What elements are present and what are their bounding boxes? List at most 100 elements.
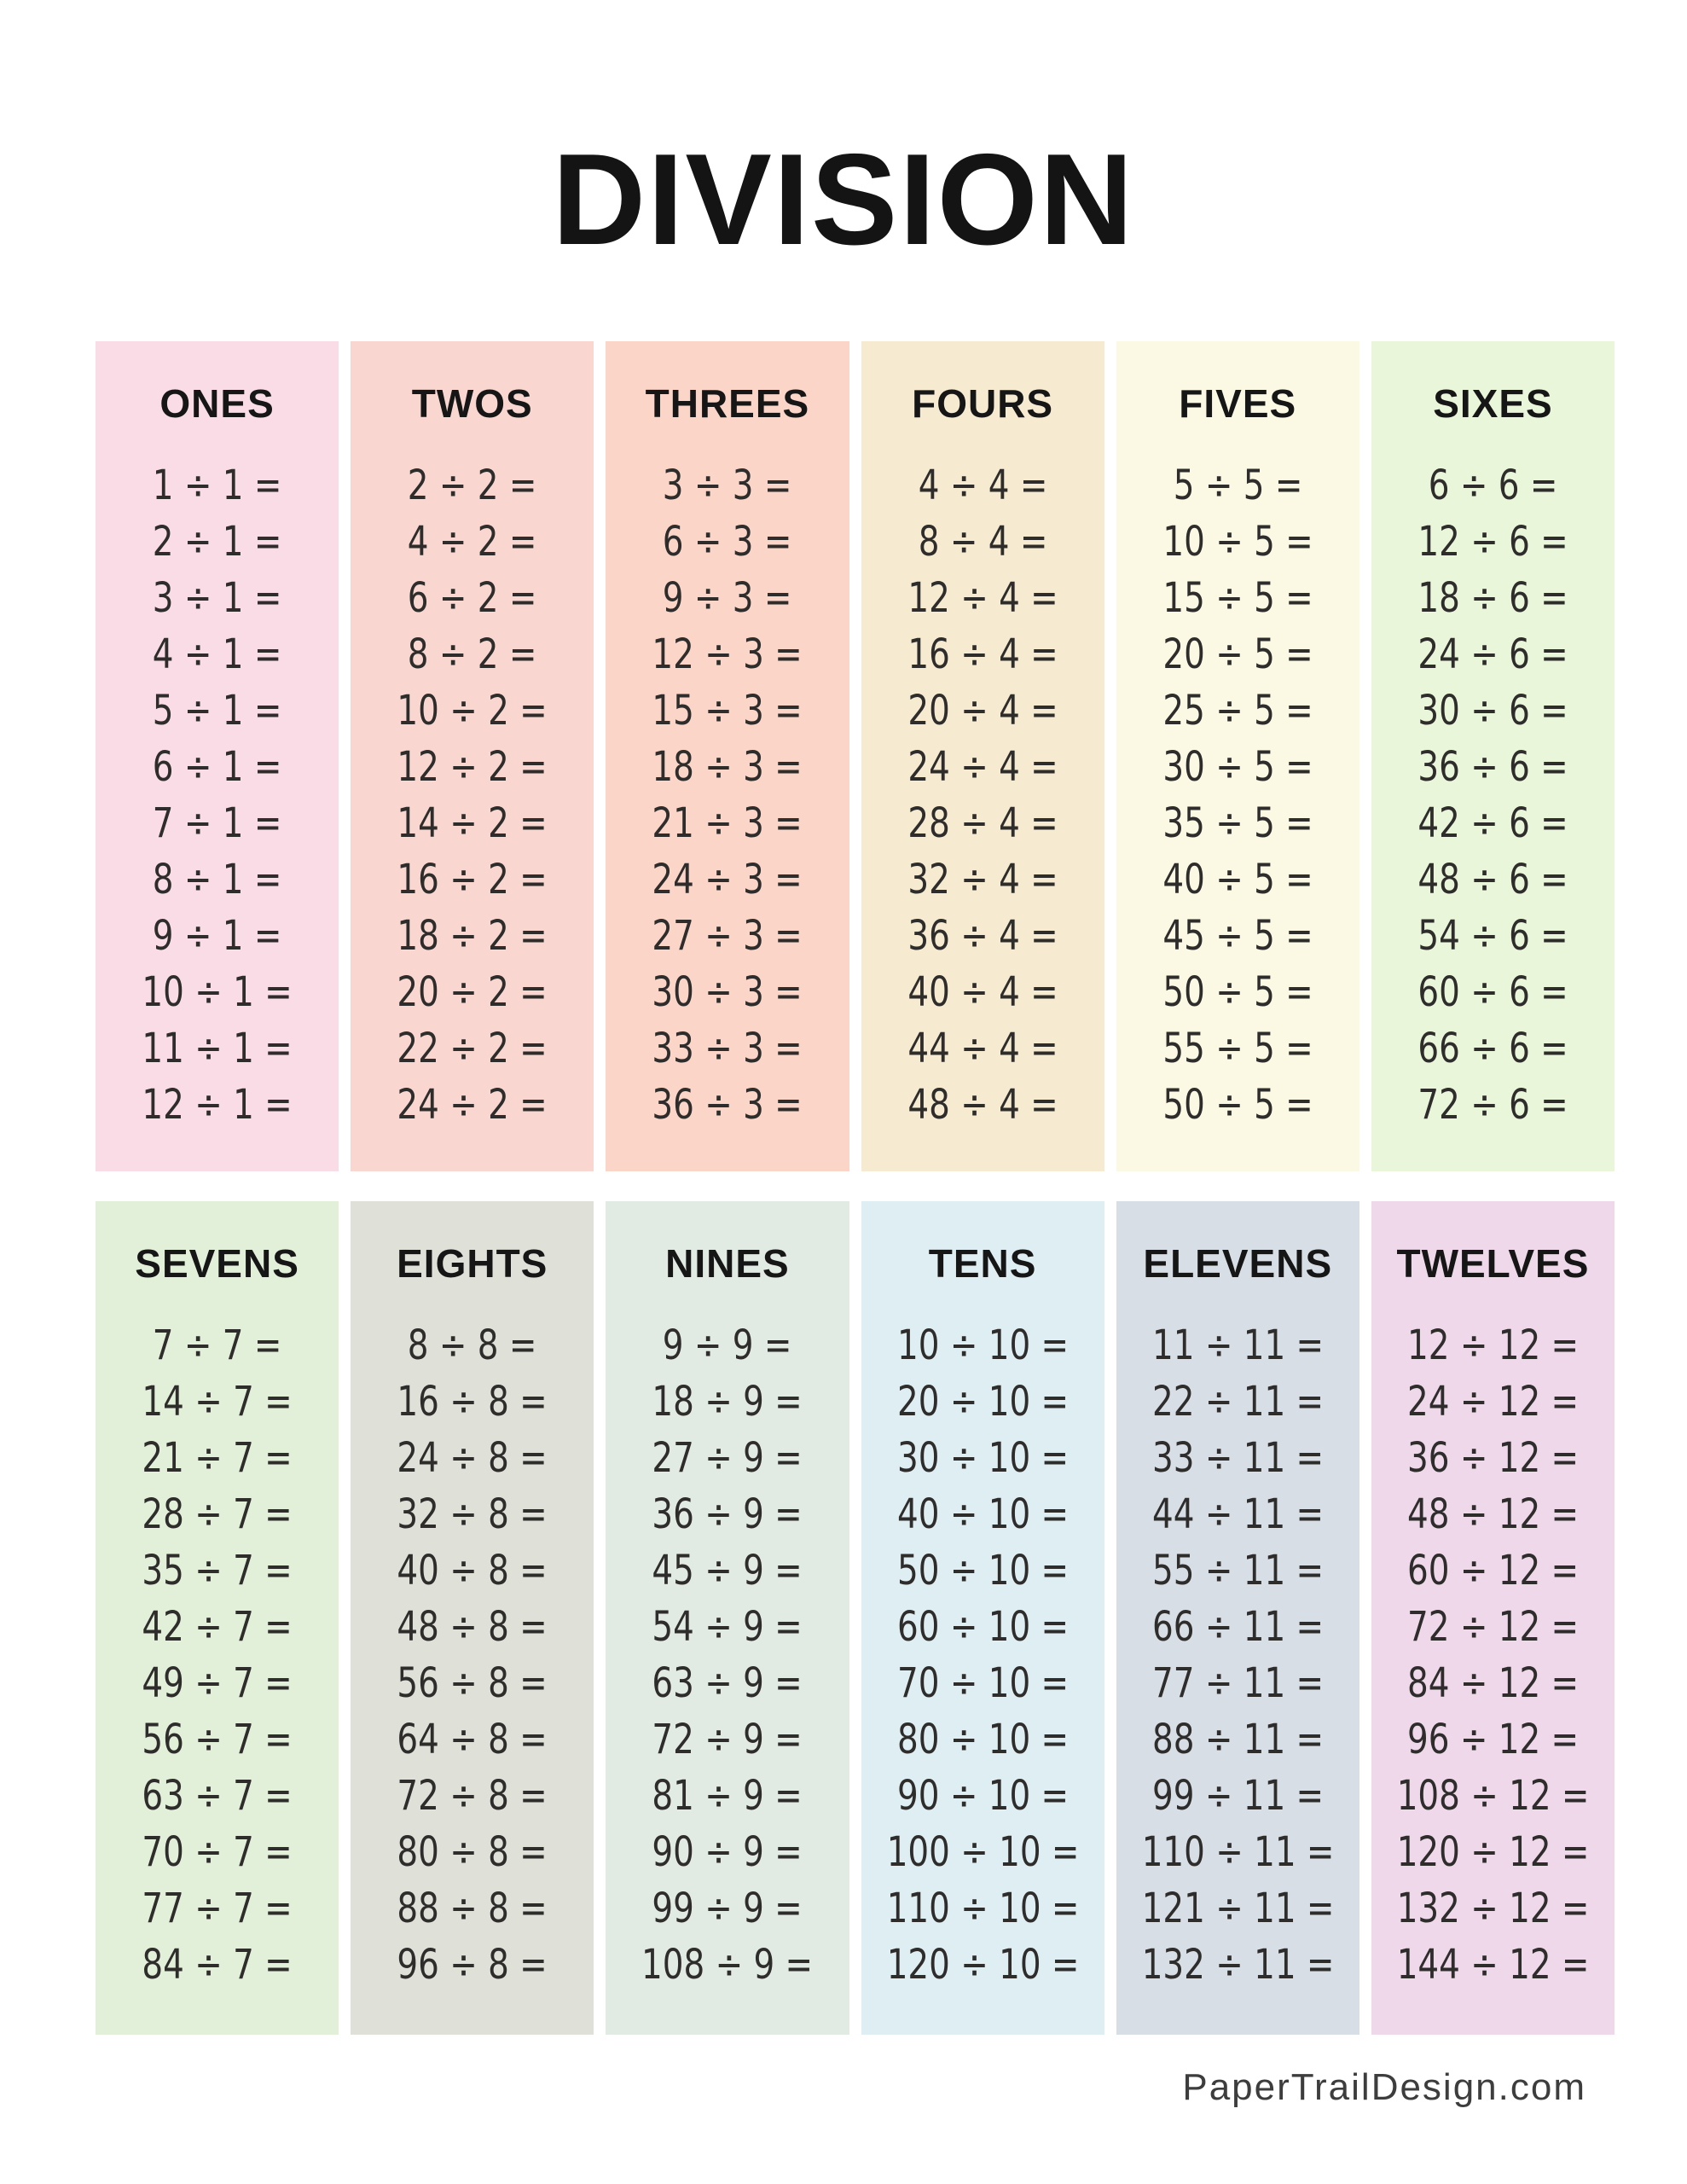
problem-row: 48 ÷ 6 = [1417,856,1568,903]
problem-list: 4 ÷ 4 = 8 ÷ 4 = 12 ÷ 4 = 16 ÷ 4 = 20 ÷ 4 = 24… [861,457,1104,1133]
problem-row: 88 ÷ 8 = [397,1885,548,1932]
problem-list: 6 ÷ 6 = 12 ÷ 6 = 18 ÷ 6 = 24 ÷ 6 = 30 ÷ 6 = 3… [1371,457,1615,1133]
problem-row: 27 ÷ 9 = [652,1434,803,1482]
problem-row: 56 ÷ 7 = [142,1716,293,1763]
problem-row: 144 ÷ 12 = [1396,1941,1590,1989]
problem-row: 44 ÷ 11 = [1151,1490,1324,1538]
division-column-elevens: ELEVENS 11 ÷ 11 = 22 ÷ 11 = 33 ÷ 11 = 44 ÷ 1… [1116,1201,1359,2035]
problem-row: 60 ÷ 6 = [1417,968,1568,1016]
problem-row: 21 ÷ 7 = [142,1434,293,1482]
problem-row: 110 ÷ 11 = [1141,1828,1335,1876]
problem-row: 48 ÷ 4 = [907,1081,1058,1129]
problem-row: 50 ÷ 5 = [1162,968,1313,1016]
problem-row: 12 ÷ 12 = [1406,1321,1579,1369]
problem-row: 120 ÷ 12 = [1396,1828,1590,1876]
problem-row: 77 ÷ 11 = [1151,1659,1324,1707]
division-column-ones: ONES 1 ÷ 1 = 2 ÷ 1 = 3 ÷ 1 = 4 ÷ 1 = 5 ÷ 1 = 6… [96,341,339,1171]
problem-list: 11 ÷ 11 = 22 ÷ 11 = 33 ÷ 11 = 44 ÷ 11 = 55 ÷… [1116,1317,1359,1993]
problem-row: 44 ÷ 4 = [907,1025,1058,1072]
problem-row: 40 ÷ 5 = [1162,856,1313,903]
problem-row: 50 ÷ 5 = [1162,1081,1313,1129]
problem-row: 12 ÷ 4 = [907,574,1058,622]
problem-row: 16 ÷ 4 = [907,630,1058,678]
problem-row: 32 ÷ 4 = [907,856,1058,903]
problem-row: 4 ÷ 1 = [152,630,282,678]
problem-row: 22 ÷ 11 = [1151,1378,1324,1426]
problem-row: 3 ÷ 1 = [152,574,282,622]
problem-row: 33 ÷ 3 = [652,1025,803,1072]
problem-row: 11 ÷ 11 = [1151,1321,1324,1369]
column-header: FIVES [1179,381,1297,426]
division-column-eights: EIGHTS 8 ÷ 8 = 16 ÷ 8 = 24 ÷ 8 = 32 ÷ 8 = 40 … [351,1201,594,2035]
problem-row: 55 ÷ 5 = [1162,1025,1313,1072]
problem-row: 8 ÷ 4 = [918,518,1047,566]
column-header: ELEVENS [1143,1241,1333,1286]
problem-row: 63 ÷ 7 = [142,1772,293,1820]
problem-row: 72 ÷ 12 = [1406,1603,1579,1651]
problem-row: 35 ÷ 7 = [142,1547,293,1594]
problem-row: 84 ÷ 12 = [1406,1659,1579,1707]
problem-row: 12 ÷ 2 = [397,743,548,791]
problem-row: 30 ÷ 10 = [896,1434,1069,1482]
problem-row: 24 ÷ 2 = [397,1081,548,1129]
division-column-twos: TWOS 2 ÷ 2 = 4 ÷ 2 = 6 ÷ 2 = 8 ÷ 2 = 10 ÷ 2 =… [351,341,594,1171]
problem-row: 15 ÷ 5 = [1162,574,1313,622]
problem-row: 20 ÷ 2 = [397,968,548,1016]
problem-row: 5 ÷ 5 = [1173,462,1303,509]
problem-row: 40 ÷ 10 = [896,1490,1069,1538]
problem-row: 96 ÷ 12 = [1406,1716,1579,1763]
problem-row: 100 ÷ 10 = [886,1828,1079,1876]
division-column-sevens: SEVENS 7 ÷ 7 = 14 ÷ 7 = 21 ÷ 7 = 28 ÷ 7 = 35 … [96,1201,339,2035]
problem-row: 32 ÷ 8 = [397,1490,548,1538]
problem-row: 108 ÷ 12 = [1396,1772,1590,1820]
problem-row: 12 ÷ 3 = [652,630,803,678]
problem-row: 99 ÷ 11 = [1151,1772,1324,1820]
problem-row: 60 ÷ 10 = [896,1603,1069,1651]
problem-list: 12 ÷ 12 = 24 ÷ 12 = 36 ÷ 12 = 48 ÷ 12 = 60 ÷… [1371,1317,1615,1993]
problem-row: 84 ÷ 7 = [142,1941,293,1989]
column-header: THREES [645,381,810,426]
problem-row: 66 ÷ 11 = [1151,1603,1324,1651]
problem-row: 30 ÷ 6 = [1417,687,1568,735]
problem-row: 24 ÷ 6 = [1417,630,1568,678]
problem-row: 16 ÷ 2 = [397,856,548,903]
problem-row: 80 ÷ 10 = [896,1716,1069,1763]
column-header: TWOS [411,381,533,426]
problem-row: 10 ÷ 1 = [142,968,293,1016]
problem-row: 90 ÷ 9 = [652,1828,803,1876]
problem-row: 28 ÷ 4 = [907,799,1058,847]
problem-row: 14 ÷ 2 = [397,799,548,847]
problem-row: 30 ÷ 3 = [652,968,803,1016]
problem-row: 18 ÷ 2 = [397,912,548,960]
problem-row: 77 ÷ 7 = [142,1885,293,1932]
problem-row: 40 ÷ 8 = [397,1547,548,1594]
problem-row: 14 ÷ 7 = [142,1378,293,1426]
problem-row: 54 ÷ 9 = [652,1603,803,1651]
problem-row: 72 ÷ 6 = [1417,1081,1568,1129]
problem-row: 132 ÷ 12 = [1396,1885,1590,1932]
column-header: FOURS [912,381,1054,426]
column-header: TWELVES [1396,1241,1590,1286]
problem-row: 121 ÷ 11 = [1141,1885,1335,1932]
problem-row: 6 ÷ 1 = [152,743,282,791]
problem-row: 108 ÷ 9 = [641,1941,814,1989]
problem-row: 9 ÷ 1 = [152,912,282,960]
problem-row: 24 ÷ 12 = [1406,1378,1579,1426]
problem-row: 30 ÷ 5 = [1162,743,1313,791]
problem-row: 28 ÷ 7 = [142,1490,293,1538]
problem-row: 11 ÷ 1 = [142,1025,293,1072]
problem-row: 96 ÷ 8 = [397,1941,548,1989]
problem-row: 18 ÷ 3 = [652,743,803,791]
problem-row: 33 ÷ 11 = [1151,1434,1324,1482]
problem-row: 27 ÷ 3 = [652,912,803,960]
footer-credit: PaperTrailDesign.com [1182,2066,1586,2108]
division-column-twelves: TWELVES 12 ÷ 12 = 24 ÷ 12 = 36 ÷ 12 = 48 ÷ 1… [1371,1201,1615,2035]
column-header: ONES [159,381,275,426]
problem-row: 132 ÷ 11 = [1141,1941,1335,1989]
problem-list: 8 ÷ 8 = 16 ÷ 8 = 24 ÷ 8 = 32 ÷ 8 = 40 ÷ 8 = 4… [351,1317,594,1993]
division-column-threes: THREES 3 ÷ 3 = 6 ÷ 3 = 9 ÷ 3 = 12 ÷ 3 = 15 ÷ … [606,341,849,1171]
problem-row: 24 ÷ 3 = [652,856,803,903]
division-column-fours: FOURS 4 ÷ 4 = 8 ÷ 4 = 12 ÷ 4 = 16 ÷ 4 = 20 ÷ … [861,341,1104,1171]
problem-list: 7 ÷ 7 = 14 ÷ 7 = 21 ÷ 7 = 28 ÷ 7 = 35 ÷ 7 = 4… [96,1317,339,1993]
problem-row: 4 ÷ 4 = [918,462,1047,509]
